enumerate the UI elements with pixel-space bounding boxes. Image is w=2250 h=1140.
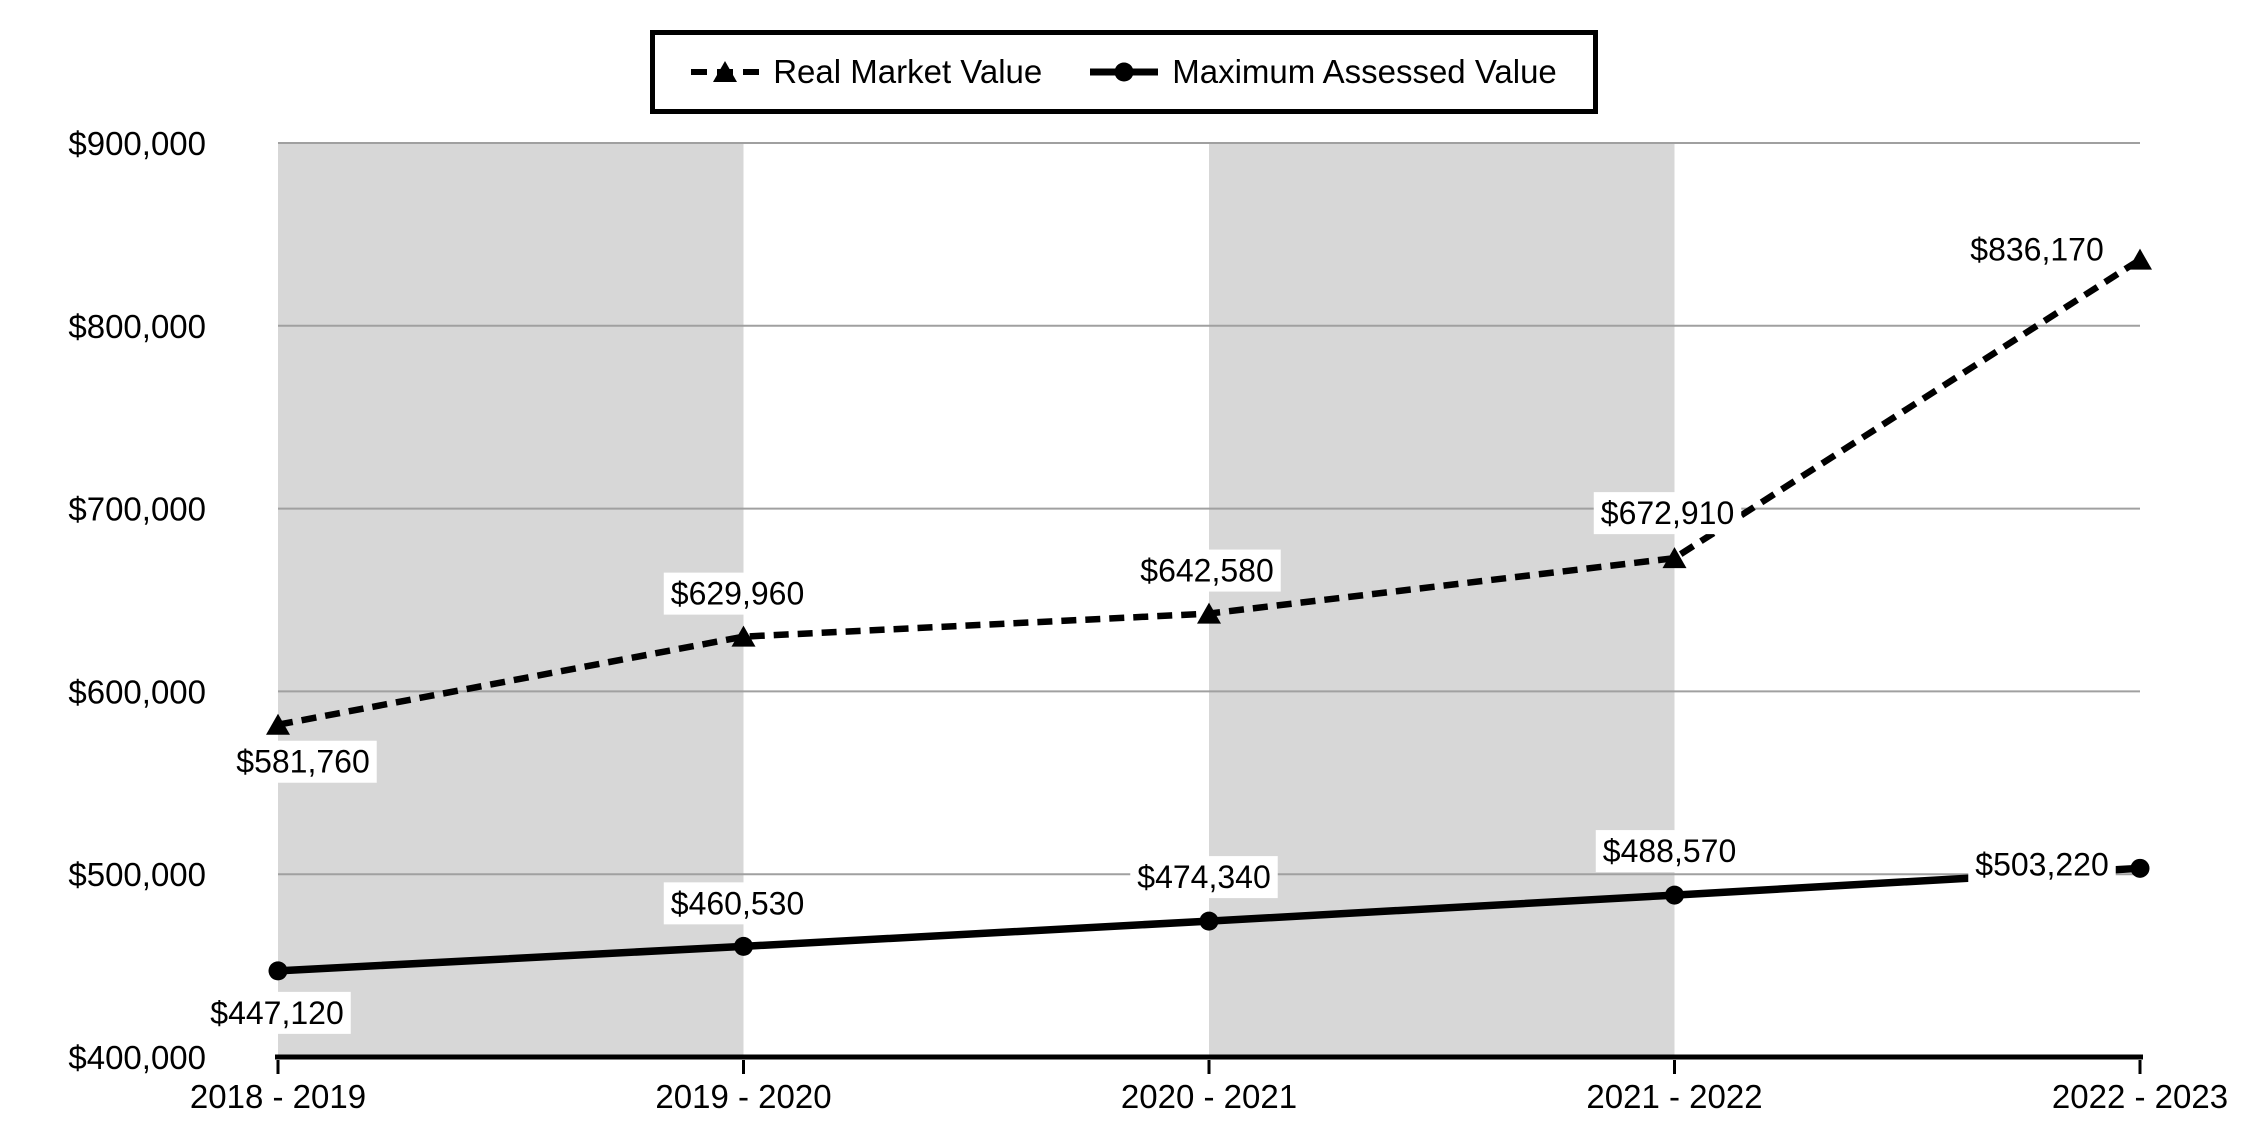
triangle-marker [731,625,756,647]
y-tick-label: $500,000 [68,856,206,893]
dashed-line-triangle-marker-icon [691,61,760,82]
plot-bands [278,143,1675,1057]
data-label-background [1963,228,2111,271]
legend-item-maximum-assessed-value: Maximum Assessed Value [1090,53,1557,91]
data-point-label: $460,530 [671,885,804,921]
y-tick-label: $800,000 [68,308,206,345]
data-point-label: $581,760 [236,744,369,780]
data-point-label: $503,220 [1975,846,2108,882]
y-tick-label: $700,000 [68,491,206,528]
x-tick-label: 2022 - 2023 [2052,1078,2228,1115]
data-point-label: $629,960 [671,576,804,612]
series-group [266,248,2152,981]
y-tick-label: $400,000 [68,1039,206,1076]
x-tick-label: 2021 - 2022 [1586,1078,1762,1115]
data-label-background [1133,549,1281,592]
legend-label-maximum-assessed-value: Maximum Assessed Value [1172,53,1557,90]
y-tick-labels: $400,000 $500,000 $600,000 $700,000 $800,000… [68,125,206,1076]
circle-marker [268,961,288,981]
x-tick-label: 2019 - 2020 [655,1078,831,1115]
data-label-background [1595,830,1744,873]
data-label-background [229,740,377,783]
circle-marker [1199,911,1219,931]
data-point-label: $474,340 [1137,859,1270,895]
data-point-label: $642,580 [1140,553,1273,589]
data-label-background [1130,856,1278,899]
data-label-background [1968,843,2116,886]
triangle-marker [2128,248,2152,270]
triangle-marker [1662,547,1687,569]
series-maximum-assessed-value [268,858,2150,981]
y-tick-label: $900,000 [68,125,206,162]
data-label-background [1593,492,1742,535]
x-tick-labels: 2018 - 2019 2019 - 2020 2020 - 2021 2021 - … [190,1078,2228,1115]
legend-label-real-market-value: Real Market Value [773,53,1043,90]
data-label-background [203,991,351,1034]
series-real-market-value [266,248,2152,735]
data-label-background [663,572,812,615]
data-label-background [663,882,812,925]
legend: Real Market Value Maximum Assessed Value [650,30,1598,114]
x-tick-label: 2018 - 2019 [190,1078,366,1115]
circle-marker [1665,885,1684,905]
circle-marker [2130,858,2150,878]
y-tick-label: $600,000 [68,673,206,710]
data-point-label: $672,910 [1601,495,1734,531]
data-labels: $581,760 $629,960 $642,580 $672,910 $836,170… [203,228,2116,1034]
triangle-marker [1197,602,1221,624]
triangle-marker [266,713,290,735]
data-point-label: $836,170 [1970,232,2103,268]
data-point-label: $447,120 [210,995,343,1031]
data-point-label: $488,570 [1603,833,1736,869]
solid-line-circle-marker-icon [1090,62,1159,82]
x-tick-label: 2020 - 2021 [1121,1078,1297,1115]
legend-item-real-market-value: Real Market Value [691,53,1042,91]
circle-marker [734,936,753,956]
x-axis [275,1054,2143,1074]
